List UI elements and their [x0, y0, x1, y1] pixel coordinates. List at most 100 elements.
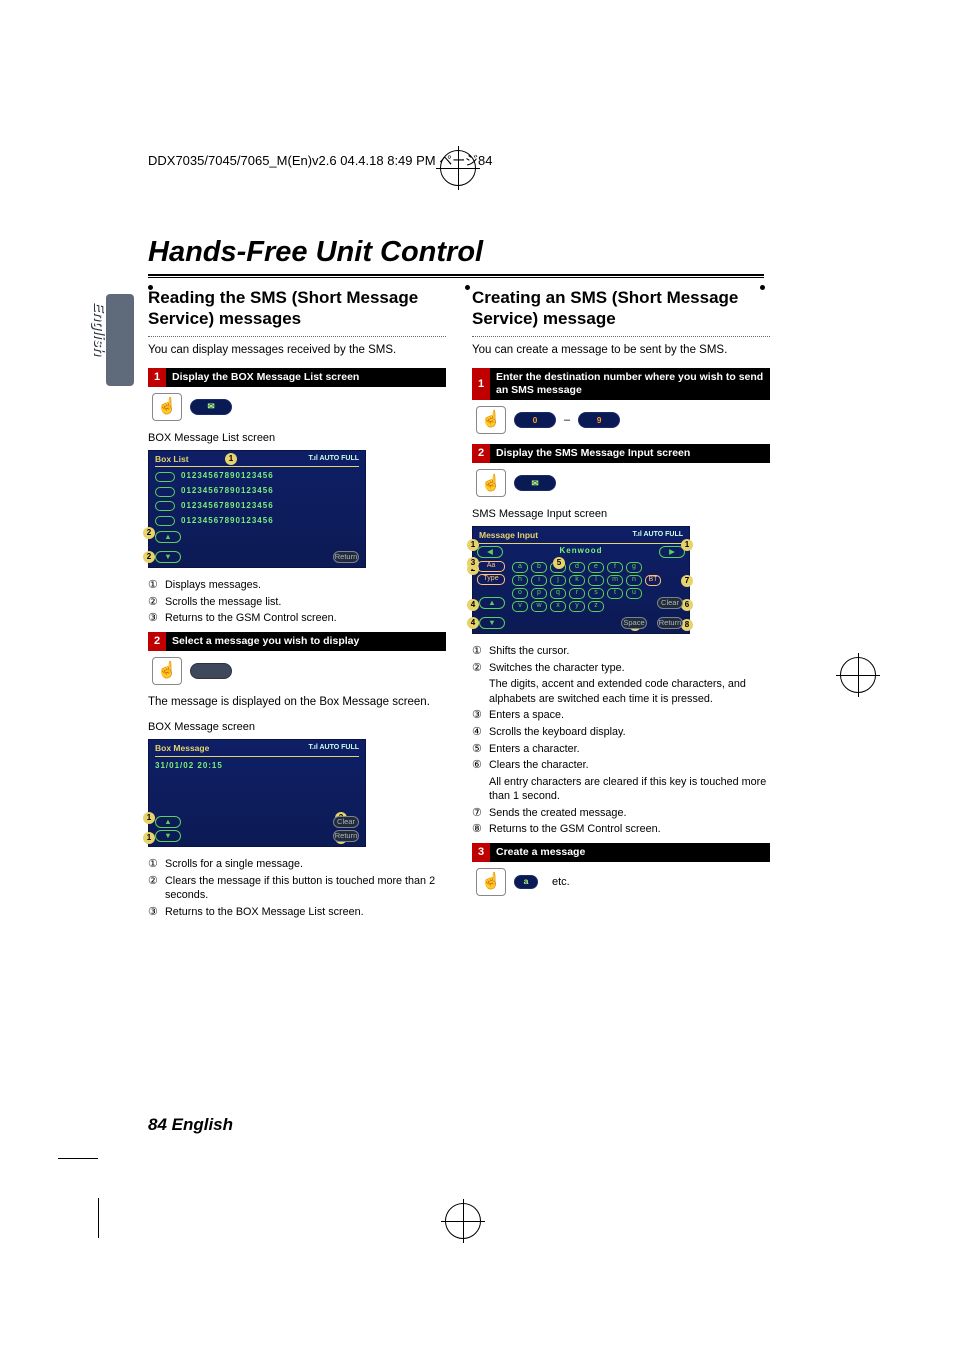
note-text: Scrolls for a single message.: [165, 857, 303, 872]
cursor-left[interactable]: ◀: [477, 546, 503, 558]
box-msg-caption: BOX Message screen: [148, 720, 446, 735]
notes-msg: ①Scrolls for a single message. ②Clears t…: [148, 857, 446, 919]
list-item-btn[interactable]: [155, 516, 175, 526]
print-header: DDX7035/7045/7065_M(En)v2.6 04.4.18 8:49…: [148, 150, 492, 169]
return-btn[interactable]: Return: [333, 551, 359, 563]
step-label: Display the BOX Message List screen: [166, 368, 446, 387]
screen-title: Box List: [155, 454, 189, 465]
key[interactable]: g: [626, 562, 642, 573]
box-list-caption: BOX Message List screen: [148, 431, 446, 446]
step-1: 1 Enter the destination number where you…: [472, 368, 770, 400]
note-num: ①: [472, 644, 484, 659]
step-label: Enter the destination number where you w…: [490, 368, 770, 400]
num-key-9[interactable]: 9: [578, 412, 620, 428]
list-item-text: 01234567890123456: [181, 486, 274, 497]
key-a[interactable]: a: [514, 875, 538, 889]
touch-gesture: ☝ a etc.: [476, 868, 770, 896]
key[interactable]: r: [569, 588, 585, 599]
return-btn[interactable]: Return: [657, 617, 683, 629]
badge-1b: 1: [143, 832, 155, 844]
step-2: 2 Display the SMS Message Input screen: [472, 444, 770, 463]
step-2: 2 Select a message you wish to display: [148, 632, 446, 651]
note-num: ④: [472, 725, 484, 740]
key[interactable]: z: [588, 601, 604, 612]
badge-1: 1: [143, 812, 155, 824]
note-num: ②: [148, 595, 160, 610]
key[interactable]: a: [512, 562, 528, 573]
key[interactable]: x: [550, 601, 566, 612]
aa-key[interactable]: Aa: [477, 561, 505, 572]
note-text: Returns to the BOX Message List screen.: [165, 905, 364, 920]
list-item-btn[interactable]: [155, 472, 175, 482]
screen-title: Message Input: [479, 530, 538, 541]
key[interactable]: p: [531, 588, 547, 599]
key[interactable]: n: [626, 575, 642, 586]
step-number: 2: [148, 632, 166, 651]
key[interactable]: v: [512, 601, 528, 612]
num-key-0[interactable]: 0: [514, 412, 556, 428]
list-item-btn[interactable]: [155, 487, 175, 497]
scroll-down[interactable]: ▼: [479, 617, 505, 629]
note-text: Shifts the cursor.: [489, 644, 569, 659]
note-text: Scrolls the keyboard display.: [489, 725, 626, 740]
key[interactable]: i: [531, 575, 547, 586]
key[interactable]: u: [626, 588, 642, 599]
right-heading: Creating an SMS (Short Message Service) …: [472, 287, 770, 330]
note-text: Enters a space.: [489, 708, 564, 723]
key[interactable]: d: [569, 562, 585, 573]
badge-2b: 2: [143, 551, 155, 563]
key[interactable]: k: [569, 575, 585, 586]
key[interactable]: s: [588, 588, 604, 599]
key[interactable]: t: [607, 588, 623, 599]
scroll-up[interactable]: ▲: [155, 816, 181, 828]
key[interactable]: w: [531, 601, 547, 612]
divider: [472, 336, 770, 337]
note-text: Clears the character.: [489, 758, 589, 773]
key[interactable]: l: [588, 575, 604, 586]
step-number: 1: [472, 368, 490, 400]
key[interactable]: b: [531, 562, 547, 573]
list-item-btn[interactable]: [155, 501, 175, 511]
key[interactable]: f: [607, 562, 623, 573]
list-item-text: 01234567890123456: [181, 501, 274, 512]
key[interactable]: o: [512, 588, 528, 599]
scroll-down[interactable]: ▼: [155, 551, 181, 563]
etc-text: etc.: [552, 875, 570, 890]
note-sub: All entry characters are cleared if this…: [489, 775, 770, 804]
note-num: ⑦: [472, 806, 484, 821]
note-num: ③: [148, 611, 160, 626]
left-heading: Reading the SMS (Short Message Service) …: [148, 287, 446, 330]
space-btn[interactable]: Space: [621, 617, 647, 629]
soft-button-envelope[interactable]: ✉: [514, 475, 556, 491]
touch-icon: ☝: [152, 657, 182, 685]
sms-input-screen: 1 1 2 3 4 4 5 6 7 3 8 Message Input T.ıl…: [472, 526, 690, 634]
return-btn[interactable]: Return: [333, 830, 359, 842]
input-caption: SMS Message Input screen: [472, 507, 770, 522]
notes-list: ①Displays messages. ②Scrolls the message…: [148, 578, 446, 626]
key[interactable]: q: [550, 588, 566, 599]
scroll-down[interactable]: ▼: [155, 830, 181, 842]
title-rule: [148, 274, 764, 276]
scroll-up[interactable]: ▲: [155, 531, 181, 543]
key[interactable]: h: [512, 575, 528, 586]
key[interactable]: j: [550, 575, 566, 586]
clear-btn[interactable]: Clear: [657, 597, 683, 609]
indicators: T.ıl AUTO FULL: [308, 743, 359, 754]
left-intro: You can display messages received by the…: [148, 343, 446, 359]
type-key[interactable]: Type: [477, 574, 505, 585]
key[interactable]: e: [588, 562, 604, 573]
indicators: T.ıl AUTO FULL: [632, 530, 683, 541]
key[interactable]: y: [569, 601, 585, 612]
note-num: ②: [472, 661, 484, 676]
key[interactable]: m: [607, 575, 623, 586]
msg-date: 31/01/02 20:15: [149, 759, 365, 774]
clear-btn[interactable]: Clear: [333, 816, 359, 828]
badge-7: 7: [681, 575, 693, 587]
soft-button-blank[interactable]: [190, 663, 232, 679]
soft-button-envelope[interactable]: ✉: [190, 399, 232, 415]
registration-mark: [445, 1203, 481, 1239]
bt-key[interactable]: BT: [645, 575, 661, 586]
divider: [148, 336, 446, 337]
scroll-up[interactable]: ▲: [479, 597, 505, 609]
badge-2: 2: [143, 527, 155, 539]
